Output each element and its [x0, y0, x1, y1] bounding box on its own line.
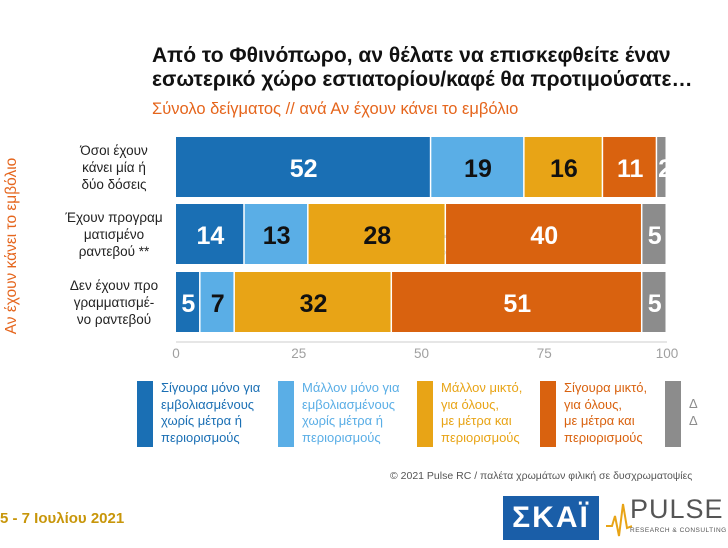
legend-swatch	[665, 381, 681, 447]
data-label: 14	[196, 222, 224, 250]
data-label: 2	[658, 155, 672, 183]
bar-segment	[176, 272, 200, 332]
bar-segment	[244, 204, 308, 264]
x-tick-label: 25	[291, 346, 306, 361]
category-label: Έχουν προγραμ	[64, 210, 162, 225]
legend-swatch	[137, 381, 153, 447]
bar-segment	[657, 137, 666, 197]
copyright-note: © 2021 Pulse RC / παλέτα χρωμάτων φιλική…	[390, 470, 693, 482]
bar-segment	[176, 137, 430, 197]
legend-swatch	[540, 381, 556, 447]
category-label: Δεν έχουν προ	[70, 278, 158, 293]
pulse-logo: PULSE RESEARCH & CONSULTING	[606, 494, 726, 542]
bar-segment	[446, 204, 641, 264]
legend-label: Μάλλον μόνο για εμβολιασμένους χωρίς μέτρα…	[302, 380, 400, 445]
bar-segment	[603, 137, 656, 197]
data-label: 5	[181, 290, 195, 318]
bar-segment	[392, 272, 641, 332]
category-label: Όσοι έχουν	[79, 143, 148, 158]
pulse-wave-icon	[606, 503, 632, 537]
bar-segment	[308, 204, 445, 264]
skai-logo: ΣΚΑΪ	[503, 496, 599, 540]
bar-segment	[642, 204, 666, 264]
legend-swatch	[278, 381, 294, 447]
legend-label: Σίγουρα μικτό, για όλους, με μέτρα και περι…	[564, 380, 648, 445]
category-label: ραντεβού **	[79, 244, 150, 259]
bar-segment	[200, 272, 234, 332]
data-label: 11	[617, 155, 644, 183]
data-label: 32	[300, 290, 328, 318]
bar-segment	[431, 137, 524, 197]
category-label: γραμματισμέ-	[74, 295, 155, 310]
survey-date: 5 - 7 Ιουλίου 2021	[0, 510, 125, 527]
data-label: 40	[530, 222, 558, 250]
title-line-2: εσωτερικό χώρο εστιατορίου/καφέ θα προτι…	[152, 68, 693, 91]
pulse-logo-word: PULSE	[630, 494, 724, 524]
category-label: νο ραντεβού	[77, 312, 151, 327]
bar-segment	[234, 272, 391, 332]
data-label: 5	[648, 290, 662, 318]
x-tick-label: 75	[537, 346, 552, 361]
data-label: 19	[464, 155, 492, 183]
x-tick-label: 100	[656, 346, 679, 361]
data-label: 5	[648, 222, 662, 250]
category-label: κάνει μία ή	[82, 160, 146, 175]
legend-swatch	[417, 381, 433, 447]
data-label: 28	[363, 222, 391, 250]
title-line-1: Από το Φθινόπωρο, αν θέλατε να επισκεφθε…	[152, 44, 671, 67]
legend-label: Σίγουρα μόνο για εμβολιασμένους χωρίς μέτρ…	[161, 380, 261, 445]
bar-segment	[176, 204, 244, 264]
bar-segment	[524, 137, 602, 197]
category-label: ματισμένο	[84, 227, 144, 242]
x-tick-label: 0	[172, 346, 180, 361]
legend-label: Μάλλον μικτό, για όλους, με μέτρα και περιο…	[441, 380, 523, 445]
pulse-logo-sub: RESEARCH & CONSULTING	[630, 527, 727, 534]
data-label: 51	[503, 290, 531, 318]
data-label: 7	[211, 290, 225, 318]
data-label: 13	[263, 222, 291, 250]
x-tick-label: 50	[414, 346, 429, 361]
data-label: 52	[290, 155, 318, 183]
category-label: δύο δόσεις	[81, 177, 147, 192]
chart-title: Από το Φθινόπωρο, αν θέλατε να επισκεφθε…	[152, 44, 722, 92]
chart-subtitle: Σύνολο δείγματος // ανά Αν έχουν κάνει τ…	[152, 100, 519, 118]
bar-segment	[642, 272, 666, 332]
data-label: 16	[550, 155, 578, 183]
